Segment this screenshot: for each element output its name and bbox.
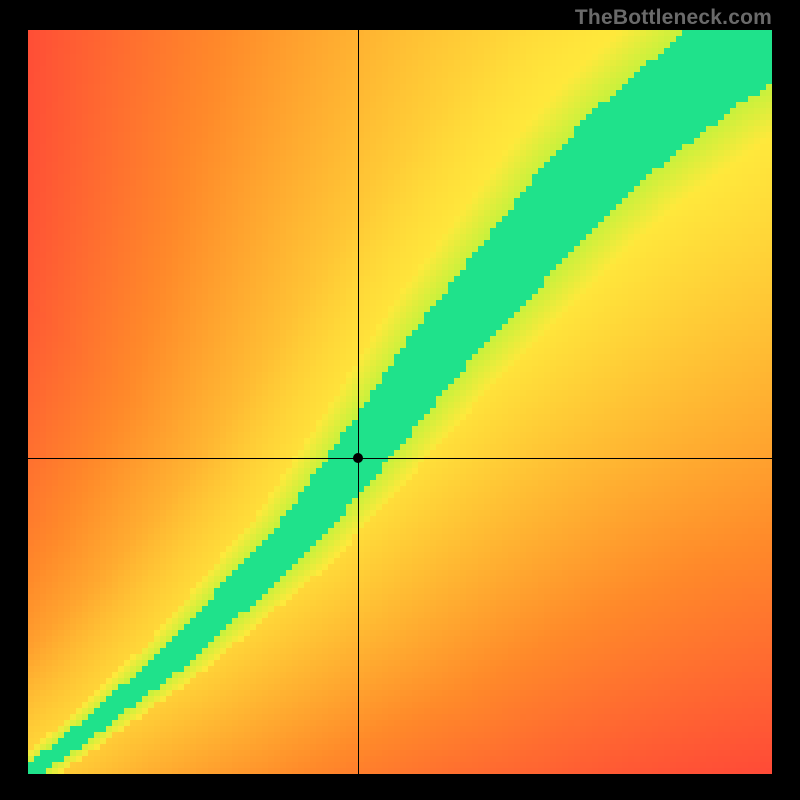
chart-container: TheBottleneck.com xyxy=(0,0,800,800)
crosshair-horizontal xyxy=(28,458,772,459)
crosshair-marker xyxy=(353,453,363,463)
watermark-text: TheBottleneck.com xyxy=(575,6,772,30)
crosshair-vertical xyxy=(358,30,359,774)
heatmap-canvas xyxy=(28,30,772,774)
heatmap-plot xyxy=(28,30,772,774)
